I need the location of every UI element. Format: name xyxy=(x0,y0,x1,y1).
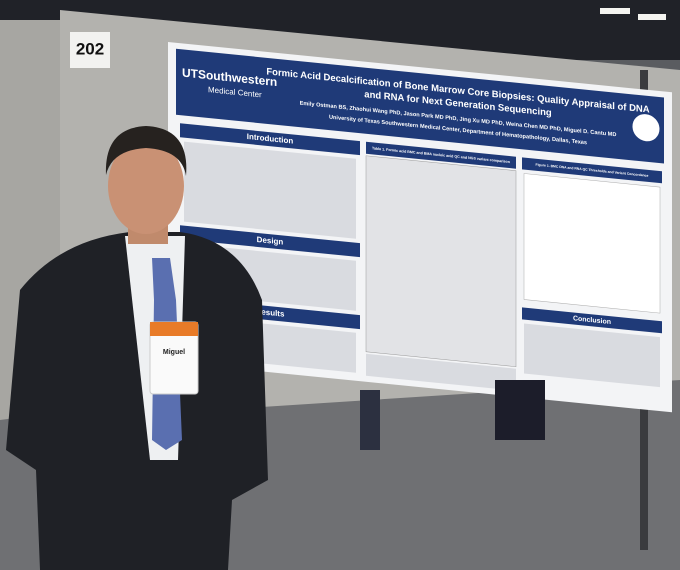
booth-number: 202 xyxy=(76,39,104,58)
text-block xyxy=(184,141,356,239)
suit xyxy=(6,232,268,570)
figure xyxy=(523,173,661,314)
man: Miguel xyxy=(6,126,268,570)
table-header xyxy=(366,141,516,169)
poster-header xyxy=(176,48,664,164)
section-header xyxy=(522,307,662,334)
text-block xyxy=(524,323,660,388)
section-title: Design xyxy=(257,235,284,247)
seal xyxy=(631,113,661,143)
poster: UTSouthwestern Medical Center Formic Aci… xyxy=(168,42,672,413)
data-table xyxy=(365,155,517,368)
booth-sign xyxy=(70,32,110,68)
person-background xyxy=(495,380,545,440)
ceiling-light xyxy=(638,14,666,20)
section-header xyxy=(180,225,360,258)
figure-header xyxy=(522,157,662,184)
badge-band xyxy=(150,322,198,336)
person-background xyxy=(360,390,380,450)
section-header xyxy=(180,123,360,156)
ceiling-light xyxy=(600,8,630,14)
hair xyxy=(105,126,187,176)
face xyxy=(108,138,184,234)
section-title: Conclusion xyxy=(573,315,611,326)
section-title: Results xyxy=(256,307,285,319)
text-block xyxy=(366,353,516,391)
badge-name: Miguel xyxy=(163,349,185,356)
